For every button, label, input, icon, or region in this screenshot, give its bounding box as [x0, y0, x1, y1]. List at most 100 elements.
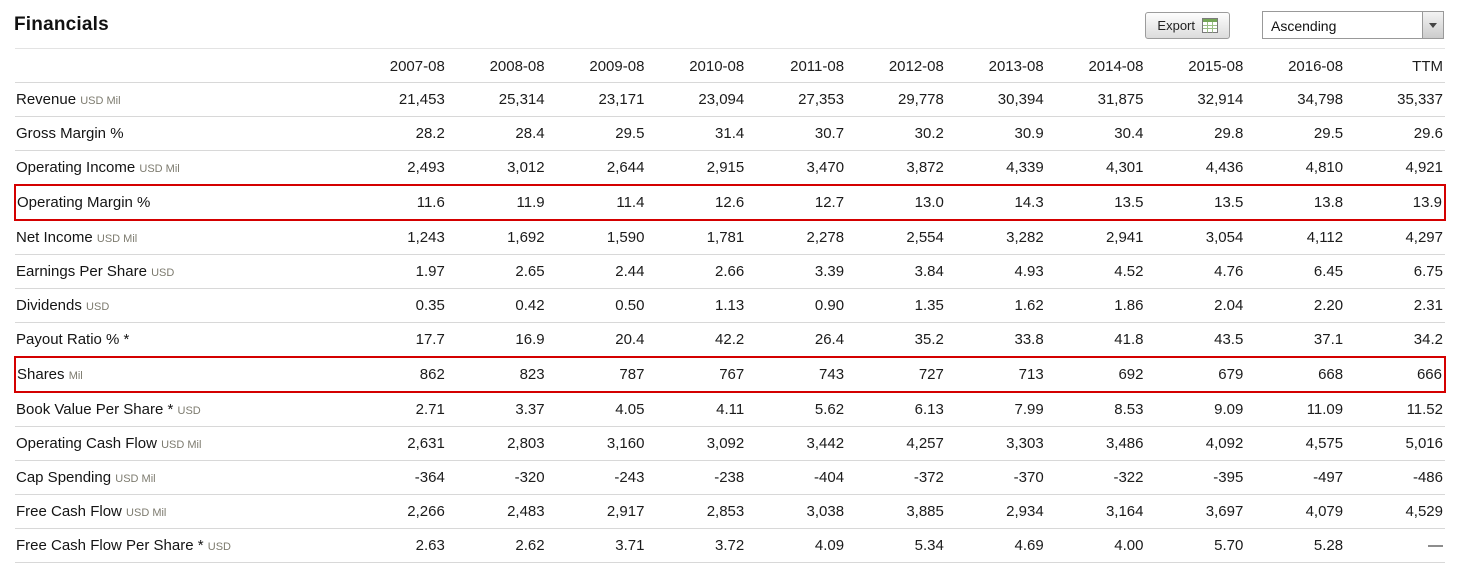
cell-value: -486 — [1345, 460, 1445, 495]
row-label-text: Net Income — [16, 229, 93, 246]
cell-value: 3,697 — [1145, 494, 1246, 529]
row-label-unit: USD Mil — [80, 95, 121, 107]
cell-value: 5.28 — [1245, 528, 1346, 563]
row-label-text: Free Cash Flow Per Share * — [16, 537, 204, 554]
row-label: Operating Cash Flow USD Mil — [15, 426, 347, 461]
column-header: 2011-08 — [746, 48, 847, 83]
cell-value: 2,934 — [945, 494, 1046, 529]
export-button-label: Export — [1157, 17, 1195, 33]
cell-value: 5.70 — [1145, 528, 1246, 563]
cell-value: 2,853 — [646, 494, 747, 529]
cell-value: 668 — [1245, 356, 1346, 393]
cell-value: 4,257 — [846, 426, 946, 461]
column-header: TTM — [1345, 48, 1445, 83]
cell-value: 4.52 — [1045, 254, 1146, 289]
cell-value: 13.0 — [846, 184, 946, 221]
row-label-unit: USD Mil — [126, 507, 167, 519]
chevron-down-icon[interactable] — [1422, 12, 1443, 38]
cell-value: 23,171 — [546, 82, 647, 117]
row-label: Revenue USD Mil — [15, 82, 347, 117]
cell-value: 34.2 — [1345, 322, 1445, 358]
cell-value: 2.44 — [546, 254, 647, 289]
cell-value: 31,875 — [1045, 82, 1146, 117]
cell-value: 42.2 — [646, 322, 747, 358]
export-button[interactable]: Export — [1145, 11, 1230, 39]
cell-value: 4.05 — [546, 392, 647, 427]
cell-value: 2,941 — [1045, 220, 1146, 255]
row-label: Net Income USD Mil — [15, 220, 347, 255]
cell-value: 29,778 — [846, 82, 946, 117]
cell-value: 29.6 — [1345, 116, 1445, 151]
cell-value: 30.2 — [846, 116, 946, 151]
cell-value: 13.9 — [1345, 184, 1446, 221]
cell-value: 2.04 — [1145, 288, 1246, 323]
cell-value: 1.97 — [347, 254, 447, 289]
row-label: Gross Margin % — [15, 116, 347, 151]
cell-value: 4,921 — [1345, 150, 1445, 186]
cell-value: 862 — [347, 356, 447, 393]
row-label-text: Operating Cash Flow — [16, 435, 157, 452]
cell-value: 11.9 — [446, 184, 547, 221]
cell-value: 4,079 — [1245, 494, 1346, 529]
cell-value: 11.6 — [347, 184, 447, 221]
cell-value: 0.42 — [446, 288, 547, 323]
cell-value: 4,575 — [1245, 426, 1346, 461]
cell-value: 30.9 — [945, 116, 1046, 151]
table-row-highlighted: Shares Mil 862 823 787 767 743 727 713 692 679 668… — [14, 356, 1446, 393]
row-label-text: Revenue — [16, 91, 77, 108]
cell-value: 14.3 — [945, 184, 1046, 221]
row-label: Earnings Per Share USD — [15, 254, 347, 289]
cell-value: 37.1 — [1245, 322, 1346, 358]
table-row-highlighted: Operating Margin % 11.6 11.9 11.4 12.6 12.7 13… — [14, 184, 1446, 221]
financials-table-container: 2007-08 2008-08 2009-08 2010-08 2011-08 2012-… — [0, 48, 1458, 567]
cell-value: 4,529 — [1345, 494, 1445, 529]
cell-value: 727 — [846, 356, 946, 393]
table-row: Payout Ratio % * 17.7 16.9 20.4 42.2 26.4 35.2… — [15, 322, 1445, 358]
cell-value: 34,798 — [1245, 82, 1346, 117]
cell-value: 3.39 — [746, 254, 847, 289]
cell-value: 30.7 — [746, 116, 847, 151]
cell-value: 767 — [646, 356, 747, 393]
table-row: Free Cash Flow Per Share * USD 2.63 2.62 3.… — [15, 528, 1445, 563]
cell-value: 823 — [446, 356, 547, 393]
cell-value: 3,160 — [546, 426, 647, 461]
cell-value: 2,644 — [546, 150, 647, 186]
cell-value: 4.11 — [646, 392, 747, 427]
column-header: 2008-08 — [446, 48, 547, 83]
topbar: Financials Export Ascending — [0, 0, 1458, 48]
cell-value: 5.62 — [746, 392, 847, 427]
cell-value: 5,016 — [1345, 426, 1445, 461]
cell-value: 21,453 — [347, 82, 447, 117]
table-row: Dividends USD 0.35 0.42 0.50 1.13 0.90 1.35 1.6… — [15, 288, 1445, 323]
cell-value: 25,314 — [446, 82, 547, 117]
financials-table: 2007-08 2008-08 2009-08 2010-08 2011-08 2012-… — [14, 48, 1446, 563]
cell-value: 33.8 — [945, 322, 1046, 358]
cell-value: 713 — [945, 356, 1046, 393]
row-label: Payout Ratio % * — [15, 322, 347, 358]
cell-value: 4,297 — [1345, 220, 1445, 255]
cell-value: 1,781 — [646, 220, 747, 255]
cell-value: 3,038 — [746, 494, 847, 529]
sort-order-dropdown[interactable]: Ascending — [1262, 11, 1444, 39]
cell-value: 3,012 — [446, 150, 547, 186]
cell-value: 4,436 — [1145, 150, 1246, 186]
table-row: Book Value Per Share * USD 2.71 3.37 4.05 4.… — [15, 392, 1445, 427]
cell-value: 2.71 — [347, 392, 447, 427]
cell-value: 3,092 — [646, 426, 747, 461]
cell-value: 4,339 — [945, 150, 1046, 186]
cell-value: 31.4 — [646, 116, 747, 151]
cell-value: 1.62 — [945, 288, 1046, 323]
row-label-unit: USD — [177, 405, 201, 417]
cell-value: 4,810 — [1245, 150, 1346, 186]
table-row: Gross Margin % 28.2 28.4 29.5 31.4 30.7 30.2 30… — [15, 116, 1445, 151]
cell-value: 5.34 — [846, 528, 946, 563]
cell-value: 2,915 — [646, 150, 747, 186]
row-label-text: Gross Margin % — [16, 125, 124, 142]
sort-order-value: Ascending — [1271, 18, 1337, 34]
cell-value: 17.7 — [347, 322, 447, 358]
cell-value: 27,353 — [746, 82, 847, 117]
row-label-text: Payout Ratio % * — [16, 331, 130, 348]
cell-value: 4.69 — [945, 528, 1046, 563]
cell-value: 2,631 — [347, 426, 447, 461]
cell-value: 6.45 — [1245, 254, 1346, 289]
